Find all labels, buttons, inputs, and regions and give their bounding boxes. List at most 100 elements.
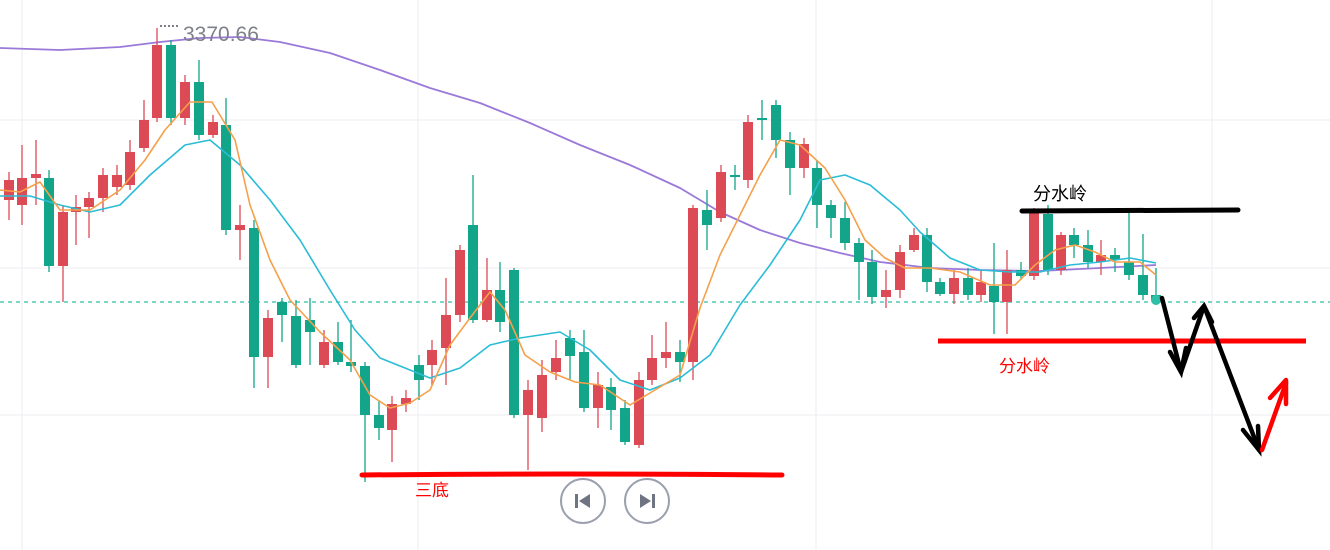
ma-mid-line (0, 139, 1157, 391)
candle-down (606, 387, 616, 410)
candle-up (895, 252, 905, 290)
candle-down (305, 320, 315, 332)
red-line-label: 分水岭 (999, 357, 1050, 377)
candle-down (935, 282, 945, 294)
candles (4, 28, 1161, 482)
candle-down (565, 338, 575, 356)
candle-down (346, 362, 356, 366)
candle-down (785, 140, 795, 168)
price-marker-dot (168, 25, 170, 27)
candle-up (909, 235, 919, 250)
price-marker-dot (160, 25, 162, 27)
candle-down (867, 262, 877, 297)
candle-down (509, 270, 519, 415)
candle-up (235, 225, 245, 230)
next-button[interactable] (624, 478, 670, 524)
candle-down (1069, 235, 1079, 245)
candle-down (374, 415, 384, 428)
skip-previous-icon (575, 494, 590, 508)
candle-up (881, 290, 891, 297)
candle-down (44, 178, 54, 266)
candle-up (976, 282, 986, 295)
candle-down (1110, 255, 1120, 260)
candle-up (319, 342, 329, 365)
candle-down (963, 278, 973, 295)
ma-fast-line (0, 101, 1157, 409)
candle-up (1096, 255, 1106, 262)
projection-black-arrow (1159, 295, 1262, 453)
candle-up (647, 358, 657, 380)
candle-up (139, 120, 149, 148)
candle-down (826, 205, 836, 218)
watershed-black-line (1019, 207, 1241, 214)
candle-up (263, 318, 273, 357)
triple-bottom-line (359, 471, 785, 478)
candle-up (125, 152, 135, 185)
price-marker-dot (172, 25, 174, 27)
annotations (160, 25, 1306, 478)
candle-down (854, 243, 864, 262)
candle-up (661, 352, 671, 358)
candle-down (620, 408, 630, 442)
candle-down (1083, 245, 1093, 262)
candle-up (387, 404, 397, 430)
candle-up (537, 375, 547, 418)
rebound-red-arrow (1259, 380, 1289, 453)
candle-down (166, 45, 176, 118)
candle-up (799, 144, 809, 168)
candle-down (414, 365, 424, 380)
candle-down (277, 302, 287, 315)
candle-down (333, 342, 343, 362)
candle-up (112, 175, 122, 187)
current-price-dot (1151, 295, 1161, 305)
candle-up (716, 172, 726, 218)
candle-up (1002, 270, 1012, 302)
candle-up (1029, 210, 1039, 276)
projection-arrowhead-2 (1191, 301, 1215, 325)
candle-up (593, 385, 603, 408)
candle-up (4, 180, 14, 200)
previous-button[interactable] (560, 478, 606, 524)
candle-down (1016, 270, 1026, 276)
candle-up (688, 208, 698, 362)
black-line-label: 分水岭 (1033, 184, 1087, 205)
candle-up (634, 380, 644, 445)
skip-next-icon (640, 494, 655, 508)
candle-up (401, 398, 411, 404)
candle-up (743, 122, 753, 180)
projection-arrowhead-1 (1167, 345, 1189, 379)
price-marker-dot (176, 25, 178, 27)
candle-up (427, 350, 437, 365)
ma-mid-polyline (0, 139, 1157, 391)
candle-down (1138, 275, 1148, 295)
rebound-red-arrowhead (1267, 377, 1289, 407)
candle-up (1056, 235, 1066, 270)
candle-down (840, 218, 850, 243)
candle-up (523, 390, 533, 415)
candle-down (360, 366, 370, 415)
candle-down (194, 82, 204, 135)
candle-down (1043, 214, 1053, 270)
candle-down (221, 125, 231, 230)
bottom-line-label: 三底 (415, 481, 449, 501)
candle-up (208, 122, 218, 135)
candle-up (949, 278, 959, 294)
projection-arrowhead-3 (1240, 423, 1262, 457)
candle-down (468, 225, 478, 320)
candle-down (675, 352, 685, 362)
candle-down (989, 286, 999, 302)
price-label: 3370.66 (183, 23, 259, 46)
candle-down (730, 175, 740, 177)
candle-down (1124, 262, 1134, 275)
candle-up (180, 82, 190, 118)
candle-up (441, 315, 451, 348)
candle-up (31, 174, 41, 178)
price-marker-dot (164, 25, 166, 27)
candle-up (84, 198, 94, 207)
candle-down (771, 105, 781, 140)
candle-down (579, 352, 589, 408)
ma-fast-polyline (0, 101, 1157, 409)
candle-up (98, 175, 108, 198)
candle-down (291, 316, 301, 365)
